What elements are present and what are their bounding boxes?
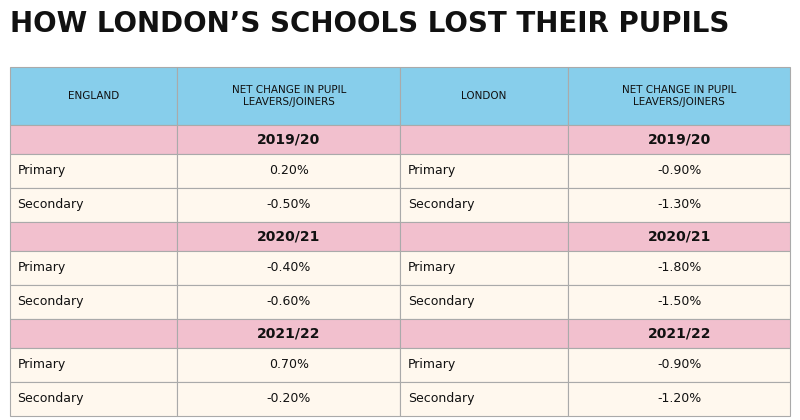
Text: Secondary: Secondary [408,198,474,211]
Text: Secondary: Secondary [408,392,474,405]
Bar [10,125,178,154]
Bar [400,251,568,285]
Bar [178,154,400,188]
Bar [10,251,178,285]
Text: -0.90%: -0.90% [657,358,702,371]
Bar [400,319,568,348]
Bar [400,188,568,222]
Text: -1.30%: -1.30% [657,198,702,211]
Text: NET CHANGE IN PUPIL
LEAVERS/JOINERS: NET CHANGE IN PUPIL LEAVERS/JOINERS [231,85,346,107]
Bar [178,348,400,382]
Text: LONDON: LONDON [462,91,506,101]
Bar [400,222,568,251]
Bar [178,382,400,416]
Bar [568,222,790,251]
Text: -0.40%: -0.40% [266,261,311,274]
Bar [568,67,790,125]
Text: Primary: Primary [408,358,456,371]
Text: 2021/22: 2021/22 [647,326,711,340]
Text: ENGLAND: ENGLAND [68,91,119,101]
Text: -1.80%: -1.80% [657,261,702,274]
Text: 0.20%: 0.20% [269,164,309,177]
Text: HOW LONDON’S SCHOOLS LOST THEIR PUPILS: HOW LONDON’S SCHOOLS LOST THEIR PUPILS [10,10,729,39]
Text: -0.60%: -0.60% [266,295,311,308]
Bar [400,125,568,154]
Bar [400,382,568,416]
Text: 0.70%: 0.70% [269,358,309,371]
Bar [400,154,568,188]
Bar [178,222,400,251]
Text: 2020/21: 2020/21 [647,229,711,244]
Text: -1.20%: -1.20% [657,392,702,405]
Bar [178,125,400,154]
Bar [178,188,400,222]
Text: 2019/20: 2019/20 [647,132,710,147]
Bar [178,67,400,125]
Bar [568,154,790,188]
Bar [10,285,178,319]
Bar [10,154,178,188]
Bar [400,67,568,125]
Text: -0.90%: -0.90% [657,164,702,177]
Bar [568,319,790,348]
Text: -0.20%: -0.20% [266,392,311,405]
Bar [178,319,400,348]
Bar [568,125,790,154]
Bar [178,285,400,319]
Text: Primary: Primary [18,164,66,177]
Bar [10,222,178,251]
Text: Secondary: Secondary [408,295,474,308]
Bar [10,348,178,382]
Bar [10,188,178,222]
Text: Primary: Primary [408,261,456,274]
Bar [178,251,400,285]
Text: Primary: Primary [18,261,66,274]
Bar [568,348,790,382]
Bar [400,285,568,319]
Bar [568,382,790,416]
Bar [400,348,568,382]
Text: -1.50%: -1.50% [657,295,702,308]
Bar [10,67,178,125]
Text: Primary: Primary [408,164,456,177]
Bar [568,188,790,222]
Text: NET CHANGE IN PUPIL
LEAVERS/JOINERS: NET CHANGE IN PUPIL LEAVERS/JOINERS [622,85,736,107]
Text: 2020/21: 2020/21 [257,229,321,244]
Text: 2021/22: 2021/22 [257,326,321,340]
Bar [10,319,178,348]
Bar [568,285,790,319]
Bar [568,251,790,285]
Text: Secondary: Secondary [18,198,84,211]
Text: Secondary: Secondary [18,392,84,405]
Text: 2019/20: 2019/20 [257,132,320,147]
Text: -0.50%: -0.50% [266,198,311,211]
Text: Secondary: Secondary [18,295,84,308]
Text: Primary: Primary [18,358,66,371]
Bar [10,382,178,416]
